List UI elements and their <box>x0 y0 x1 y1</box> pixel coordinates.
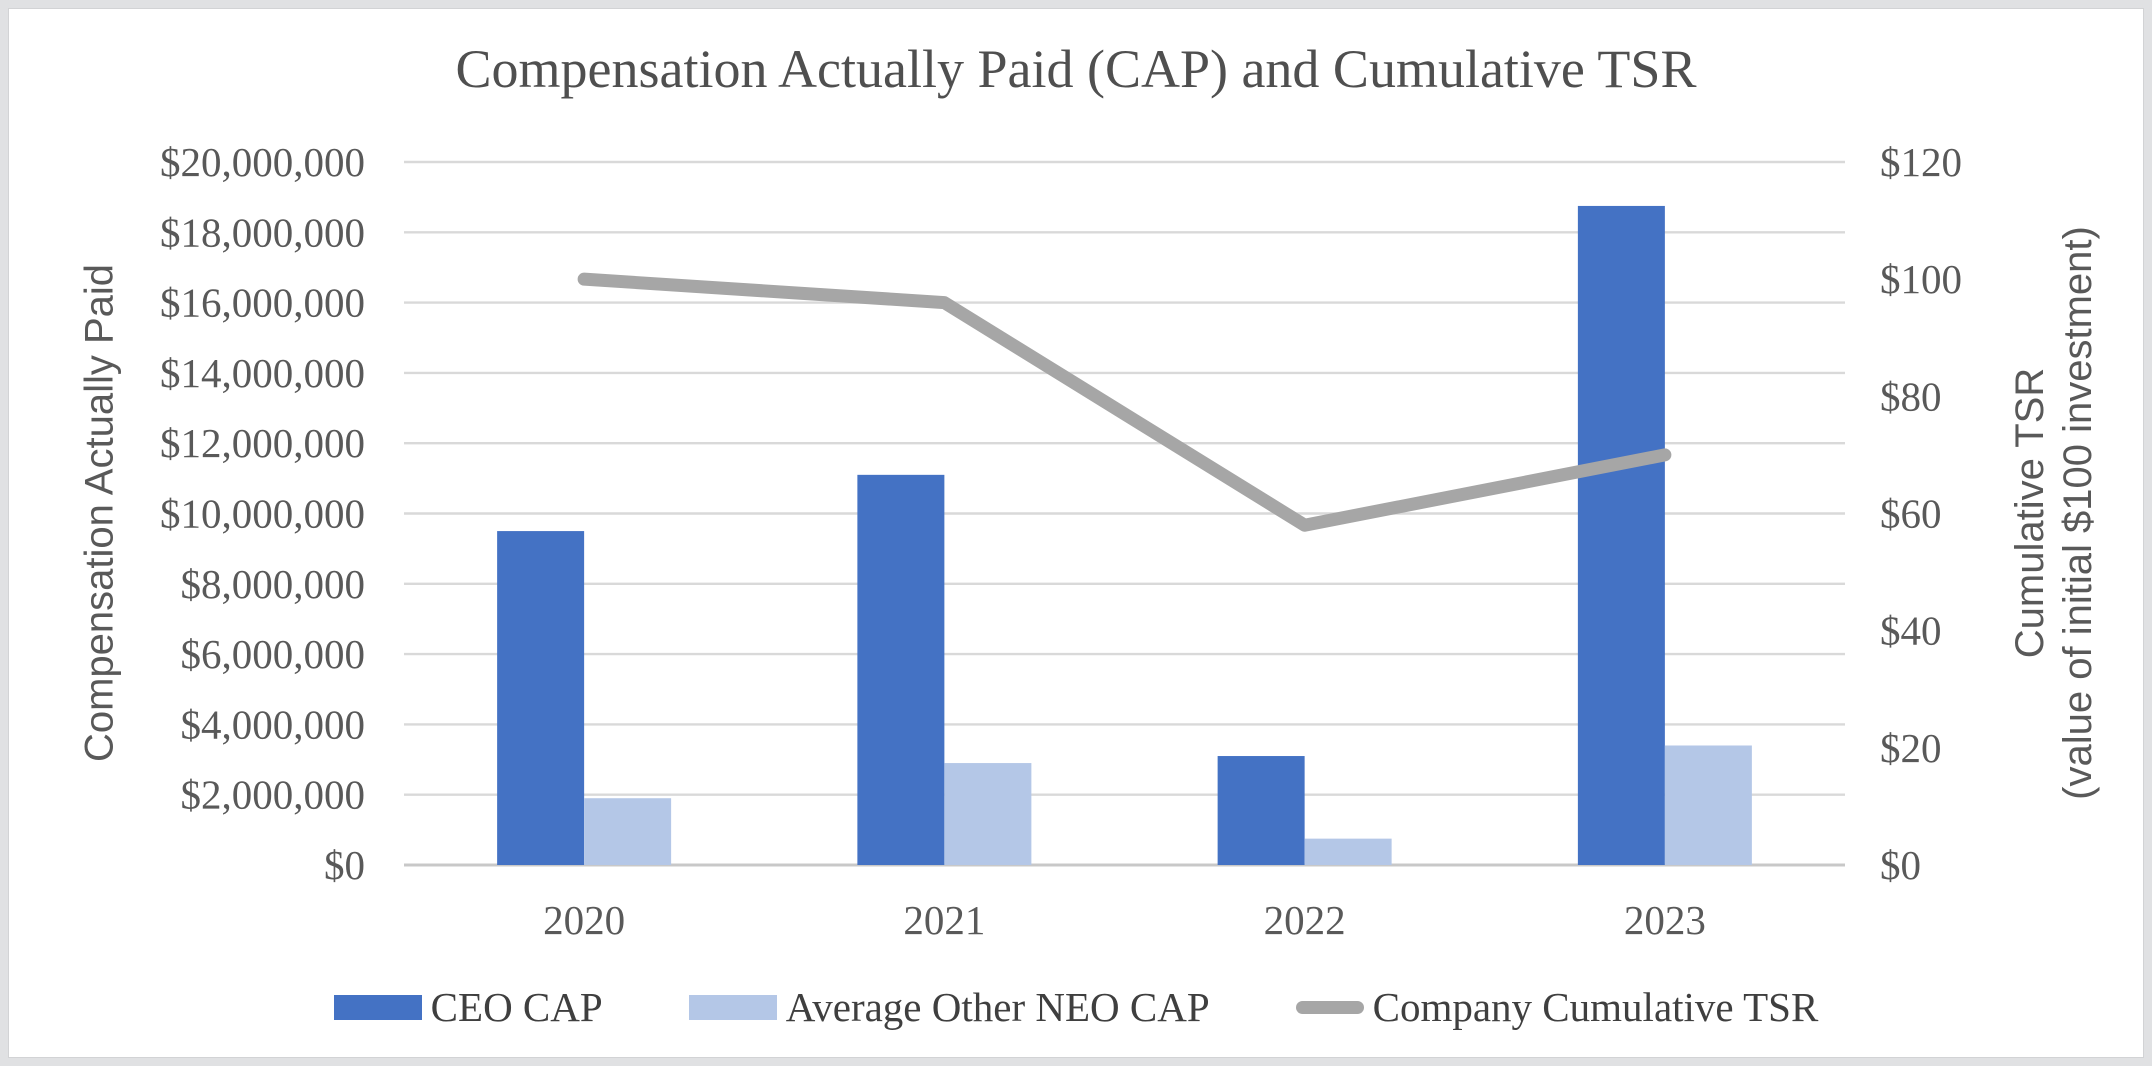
x-axis-category-label: 2023 <box>1624 897 1706 943</box>
right-axis-tick-label: $60 <box>1880 491 1942 537</box>
right-axis-tick-label: $40 <box>1880 608 1942 654</box>
legend-label-average-other-neo-cap: Average Other NEO CAP <box>785 984 1210 1030</box>
bar-ceo-cap-2022 <box>1217 756 1305 865</box>
left-axis-tick-label: $16,000,000 <box>160 280 365 326</box>
bar-ceo-cap-2023 <box>1577 205 1665 865</box>
left-axis-tick-label: $10,000,000 <box>160 491 365 537</box>
bar-ceo-cap-2021 <box>857 474 945 865</box>
legend-item-average-other-neo-cap: Average Other NEO CAP <box>688 983 1210 1031</box>
bar-ceo-cap-2020 <box>497 531 585 865</box>
left-axis-tick-label: $0 <box>324 842 365 888</box>
left-axis-tick-label: $20,000,000 <box>160 139 365 185</box>
bar-average-other-neo-cap-2020 <box>584 798 672 865</box>
right-axis-tick-label: $120 <box>1880 139 1962 185</box>
chart-title: Compensation Actually Paid (CAP) and Cum… <box>455 39 1697 99</box>
left-axis-tick-label: $18,000,000 <box>160 209 365 255</box>
left-axis-tick-label: $14,000,000 <box>160 350 365 396</box>
line-company-cumulative-tsr <box>577 272 1672 532</box>
plot-area: $0 $2,000,000 $4,000,000 $6,000,000 $8,000,0… <box>160 139 1962 943</box>
x-axis-category-label: 2020 <box>543 897 625 943</box>
legend-label-ceo-cap: CEO CAP <box>430 984 603 1030</box>
company-cumulative-tsr-swatch <box>1295 1000 1364 1014</box>
average-other-neo-cap-swatch <box>688 994 777 1020</box>
legend-item-company-cumulative-tsr: Company Cumulative TSR <box>1295 983 1819 1031</box>
ceo-cap-swatch <box>333 994 422 1020</box>
right-axis-tick-label: $100 <box>1880 256 1962 302</box>
x-axis-category-label: 2021 <box>903 897 985 943</box>
x-axis-category-label: 2022 <box>1264 897 1346 943</box>
left-axis-tick-label: $8,000,000 <box>181 561 366 607</box>
left-axis-tick-label: $12,000,000 <box>160 420 365 466</box>
bar-average-other-neo-cap-2021 <box>944 763 1032 865</box>
legend-label-company-cumulative-tsr: Company Cumulative TSR <box>1372 984 1819 1030</box>
right-axis-tick-label: $20 <box>1880 725 1942 771</box>
left-axis-tick-label: $6,000,000 <box>181 631 366 677</box>
right-axis-tick-label: $80 <box>1880 373 1942 419</box>
right-axis-tick-label: $0 <box>1880 842 1921 888</box>
left-axis-tick-label: $2,000,000 <box>181 772 366 818</box>
bar-average-other-neo-cap-2022 <box>1304 838 1392 865</box>
legend-item-ceo-cap: CEO CAP <box>333 983 603 1031</box>
chart-legend: CEO CAP Average Other NEO CAP Company Cu… <box>8 976 2144 1038</box>
bar-average-other-neo-cap-2023 <box>1664 745 1752 865</box>
left-axis-tick-label: $4,000,000 <box>181 701 366 747</box>
